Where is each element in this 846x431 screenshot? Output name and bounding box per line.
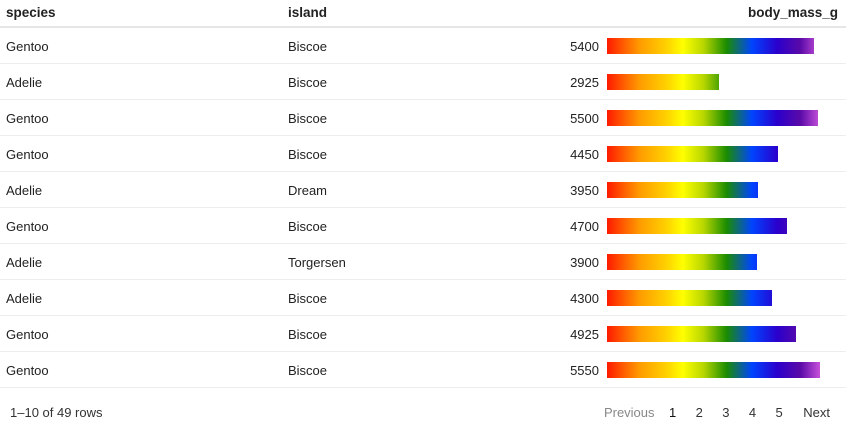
cell-island: Biscoe	[288, 219, 328, 234]
bar-track	[607, 254, 837, 270]
column-header-species[interactable]: species	[6, 5, 56, 20]
next-button[interactable]: Next	[803, 405, 830, 420]
cell-island: Torgersen	[288, 255, 346, 270]
body-mass-bar	[607, 290, 772, 306]
table-footer: 1–10 of 49 rows Previous 1 2 3 4 5 Next	[0, 396, 846, 430]
cell-species: Adelie	[6, 183, 43, 198]
body-mass-bar	[607, 38, 814, 54]
bar-track	[607, 326, 837, 342]
rows-info: 1–10 of 49 rows	[10, 405, 103, 420]
body-mass-bar	[607, 254, 757, 270]
bar-track	[607, 38, 837, 54]
table-row: Gentoo Biscoe 4450	[0, 136, 846, 172]
page-button-1[interactable]: 1	[669, 405, 677, 420]
body-mass-bar	[607, 110, 818, 126]
cell-body-mass: 3950	[570, 183, 599, 198]
bar-track	[607, 74, 837, 90]
cell-body-mass: 4925	[570, 327, 599, 342]
cell-body-mass: 3900	[570, 255, 599, 270]
pagination: Previous 1 2 3 4 5 Next	[590, 405, 830, 420]
cell-island: Biscoe	[288, 39, 328, 54]
cell-species: Gentoo	[6, 39, 49, 54]
cell-species: Gentoo	[6, 363, 49, 378]
table-row: Gentoo Biscoe 5400	[0, 28, 846, 64]
cell-species: Gentoo	[6, 327, 49, 342]
body-mass-bar	[607, 326, 796, 342]
table-row: Gentoo Biscoe 4700	[0, 208, 846, 244]
cell-species: Gentoo	[6, 111, 49, 126]
column-header-body-mass[interactable]: body_mass_g	[747, 5, 838, 20]
bar-track	[607, 218, 837, 234]
table-row: Adelie Biscoe 4300	[0, 280, 846, 316]
cell-species: Gentoo	[6, 219, 49, 234]
bar-track	[607, 182, 837, 198]
cell-island: Biscoe	[288, 147, 328, 162]
bar-track	[607, 362, 837, 378]
data-table: species island body_mass_g Gentoo Biscoe 5…	[0, 0, 846, 388]
table-row: Gentoo Biscoe 5550	[0, 352, 846, 388]
cell-body-mass: 5550	[570, 363, 599, 378]
bar-track	[607, 290, 837, 306]
column-header-island[interactable]: island	[288, 5, 328, 20]
table-row: Adelie Torgersen 3900	[0, 244, 846, 280]
cell-island: Dream	[288, 183, 328, 198]
cell-species: Adelie	[6, 255, 43, 270]
bar-track	[607, 110, 837, 126]
cell-species: Adelie	[6, 75, 43, 90]
previous-button[interactable]: Previous	[603, 405, 655, 420]
body-mass-bar	[607, 218, 787, 234]
page-button-5[interactable]: 5	[775, 405, 783, 420]
cell-species: Gentoo	[6, 147, 49, 162]
table-row: Gentoo Biscoe 4925	[0, 316, 846, 352]
cell-body-mass: 4450	[570, 147, 599, 162]
body-mass-bar	[607, 362, 820, 378]
cell-island: Biscoe	[288, 327, 328, 342]
cell-island: Biscoe	[288, 111, 328, 126]
page-button-3[interactable]: 3	[722, 405, 730, 420]
cell-body-mass: 4700	[570, 219, 599, 234]
body-mass-bar	[607, 74, 719, 90]
table-body: Gentoo Biscoe 5400 Adelie Biscoe 2925 Gentoo Bi…	[0, 28, 846, 388]
cell-island: Biscoe	[288, 363, 328, 378]
table-row: Adelie Biscoe 2925	[0, 64, 846, 100]
cell-body-mass: 2925	[570, 75, 599, 90]
cell-species: Adelie	[6, 291, 43, 306]
body-mass-bar	[607, 182, 758, 198]
cell-body-mass: 5500	[570, 111, 599, 126]
cell-body-mass: 4300	[570, 291, 599, 306]
cell-island: Biscoe	[288, 75, 328, 90]
body-mass-bar	[607, 146, 778, 162]
cell-island: Biscoe	[288, 291, 328, 306]
table-header: species island body_mass_g	[0, 0, 846, 28]
page-button-2[interactable]: 2	[695, 405, 703, 420]
bar-track	[607, 146, 837, 162]
cell-body-mass: 5400	[570, 39, 599, 54]
table-row: Adelie Dream 3950	[0, 172, 846, 208]
table-row: Gentoo Biscoe 5500	[0, 100, 846, 136]
page-button-4[interactable]: 4	[748, 405, 757, 420]
